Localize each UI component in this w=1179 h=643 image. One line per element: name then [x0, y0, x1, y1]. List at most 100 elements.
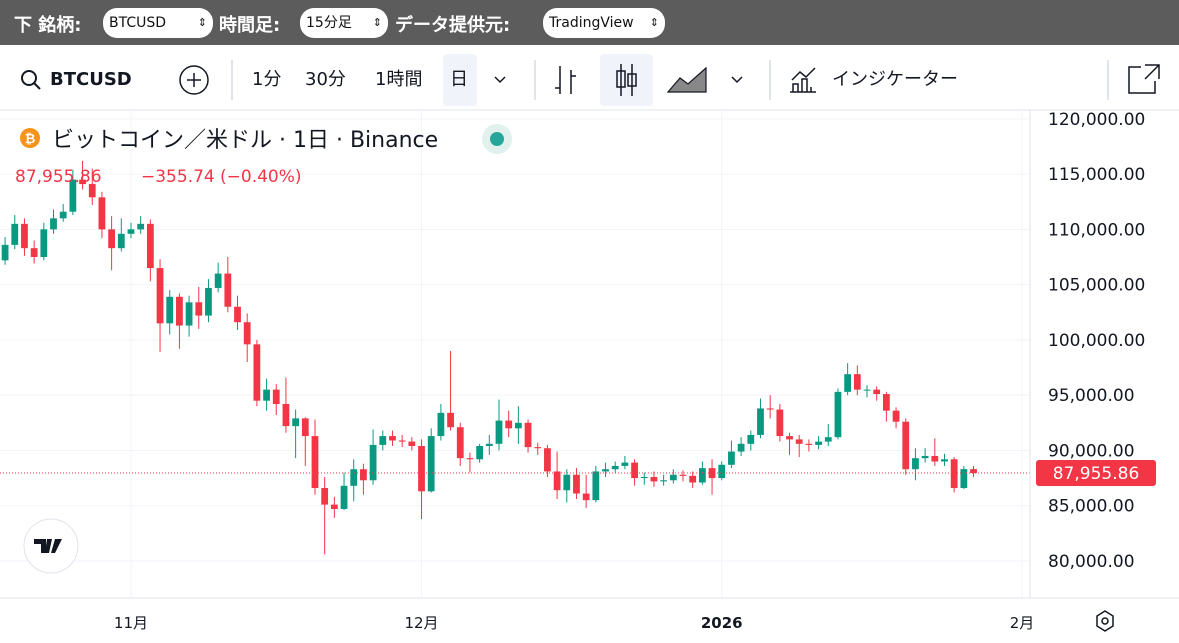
interval-button[interactable]: 日: [450, 69, 468, 90]
coin-icon: [20, 128, 40, 148]
y-tick-label: 105,000.00: [1048, 276, 1145, 296]
candle-body: [98, 197, 106, 230]
candle-body: [669, 474, 677, 481]
y-tick-label: 110,000.00: [1048, 220, 1145, 240]
y-tick-label: 95,000.00: [1048, 386, 1135, 406]
candle-body: [166, 296, 174, 324]
candle-body: [21, 223, 28, 249]
coin-symbol: ₿: [25, 132, 36, 147]
symbol-select[interactable]: BTCUSD ⇕: [103, 8, 213, 38]
candle-body: [902, 421, 910, 470]
y-tick-label: 80,000.00: [1048, 552, 1135, 572]
candle-body: [418, 446, 425, 492]
settings-icon[interactable]: [1096, 610, 1114, 632]
symbol-label: 下 銘柄:: [14, 15, 82, 36]
candle-body: [815, 441, 822, 445]
x-tick-label: 12月: [404, 614, 438, 632]
candle-body: [369, 444, 377, 481]
tv-logo: [34, 539, 62, 553]
chevron: ⇕: [649, 16, 659, 29]
candle-body: [214, 273, 222, 288]
selected-interval-bg: [443, 54, 477, 106]
interval-button[interactable]: 1分: [252, 69, 282, 90]
candle-body: [108, 229, 116, 249]
candle-body: [592, 471, 600, 501]
candle-body: [853, 374, 861, 390]
candle-body: [544, 448, 551, 472]
plus: [187, 73, 201, 87]
candle-body: [505, 420, 513, 429]
candle-body: [59, 211, 67, 219]
candle-body: [447, 412, 454, 428]
candle-icon[interactable]: [616, 70, 626, 88]
x-tick-label: 11月: [114, 614, 148, 632]
candle-body: [137, 223, 145, 230]
interval-chevron[interactable]: [494, 76, 506, 84]
candle-body: [921, 455, 929, 459]
candle-body: [379, 436, 387, 445]
candle-body: [698, 468, 706, 483]
candle-body: [272, 389, 280, 405]
style-chevron[interactable]: [731, 76, 743, 84]
candle-icon: [627, 73, 637, 87]
last-price-box: [1036, 460, 1156, 487]
candle-body: [282, 404, 290, 427]
toolbar-icons: [21, 54, 1160, 632]
candle-body: [766, 408, 774, 410]
candle-body: [408, 441, 416, 447]
candle-body: [524, 422, 532, 448]
change-pct: (−0.40%): [220, 167, 302, 187]
search-icon[interactable]: [21, 70, 37, 86]
candle-body: [427, 436, 435, 492]
candle-body: [931, 455, 939, 462]
candle-body: [195, 302, 203, 316]
candle-body: [127, 229, 135, 234]
candle-body: [776, 409, 784, 437]
area-icon[interactable]: [666, 66, 707, 93]
candle-body: [882, 394, 890, 411]
candle-body: [747, 434, 755, 444]
toolbar-symbol[interactable]: BTCUSD: [50, 69, 132, 90]
candle-body: [950, 459, 958, 489]
share-icon[interactable]: [1128, 64, 1160, 94]
interval-select[interactable]: 15分足 ⇕: [300, 8, 388, 38]
source-label: データ提供元:: [395, 15, 511, 36]
bar-chart-icon[interactable]: [555, 66, 576, 94]
top-bar: 下 銘柄: BTCUSD ⇕ 時間足: 15分足 ⇕ データ提供元: Trading…: [0, 0, 1179, 45]
candle-body: [834, 391, 842, 438]
add-button[interactable]: [179, 65, 209, 95]
candle-body: [941, 459, 948, 462]
status-dot: [490, 132, 504, 146]
interval-button[interactable]: 1時間: [375, 69, 423, 90]
candle-body: [11, 223, 19, 245]
candle-body: [224, 273, 232, 307]
logo-bg[interactable]: [23, 518, 79, 574]
chevron: ⇕: [197, 16, 207, 29]
candle-body: [892, 410, 900, 422]
y-tick-label: 100,000.00: [1048, 331, 1145, 351]
candle-body: [824, 437, 832, 442]
candle-body: [50, 218, 57, 230]
source-select[interactable]: TradingView ⇕: [543, 8, 665, 38]
candle-body: [611, 465, 619, 470]
indicator-icon[interactable]: [790, 67, 816, 93]
candle-body: [970, 469, 977, 474]
candle-body: [1, 244, 9, 261]
candle-body: [563, 474, 571, 491]
candle-body: [912, 458, 919, 470]
candle-body: [350, 469, 358, 486]
candle-body: [621, 462, 629, 466]
candle-body: [514, 422, 522, 429]
candle-body: [301, 418, 309, 437]
candle-body: [844, 374, 852, 392]
x-tick-label: 2026: [701, 614, 743, 632]
candle-body: [495, 420, 503, 444]
chevron: ⇕: [372, 16, 382, 29]
indicators-button[interactable]: インジケーター: [832, 69, 958, 90]
y-tick-label: 120,000.00: [1048, 110, 1145, 130]
candle-body: [534, 447, 542, 449]
candle-body: [30, 248, 38, 258]
candle-body: [205, 287, 212, 316]
interval-button[interactable]: 30分: [305, 69, 346, 90]
